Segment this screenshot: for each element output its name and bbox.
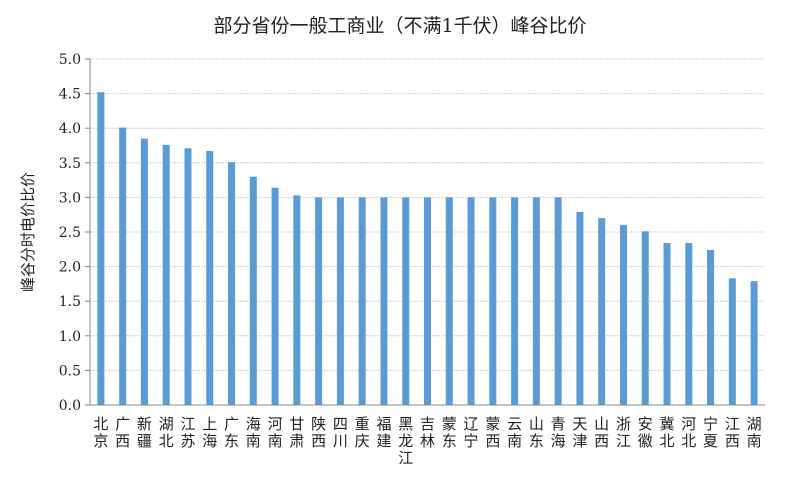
x-tick-label: 江西 bbox=[725, 415, 740, 450]
bar bbox=[750, 281, 758, 405]
chart-title: 部分省份一般工商业（不满1千伏）峰谷比价 bbox=[213, 15, 586, 37]
x-tick-label: 辽宁 bbox=[464, 415, 479, 450]
bar bbox=[402, 197, 410, 405]
bar bbox=[554, 197, 562, 405]
y-tick-label: 3.5 bbox=[59, 156, 81, 172]
x-tick-label: 宁夏 bbox=[703, 415, 718, 450]
x-tick-label: 广东 bbox=[224, 415, 239, 450]
x-tick-label: 陕西 bbox=[311, 415, 326, 450]
x-tick-label: 新疆 bbox=[137, 415, 152, 450]
x-tick-label: 福建 bbox=[376, 415, 391, 450]
y-tick-label: 4.0 bbox=[59, 121, 81, 137]
x-tick-label: 北京 bbox=[93, 415, 108, 450]
x-tick-label: 云南 bbox=[507, 415, 522, 450]
bar bbox=[663, 243, 671, 405]
y-tick-label: 3.0 bbox=[59, 190, 81, 206]
x-tick-label: 重庆 bbox=[355, 415, 370, 450]
bar bbox=[511, 197, 519, 405]
x-tick-label: 蒙西 bbox=[485, 415, 500, 450]
bar bbox=[184, 148, 192, 405]
x-tick-label: 山东 bbox=[529, 415, 544, 450]
x-tick-label: 吉林 bbox=[420, 415, 435, 450]
bar bbox=[598, 218, 606, 405]
x-tick-label: 黑龙江 bbox=[398, 415, 413, 467]
y-tick-label: 1.5 bbox=[59, 294, 81, 310]
x-tick-label: 浙江 bbox=[616, 415, 631, 450]
bar bbox=[97, 92, 105, 405]
bar bbox=[119, 127, 127, 406]
bar bbox=[140, 138, 148, 405]
bar bbox=[641, 231, 649, 405]
bar bbox=[228, 162, 236, 405]
bar bbox=[707, 249, 715, 405]
x-tick-label: 海南 bbox=[246, 415, 261, 450]
bar bbox=[467, 197, 475, 405]
y-tick-label: 2.5 bbox=[59, 225, 81, 241]
x-tick-label: 湖北 bbox=[159, 415, 174, 450]
y-tick-label: 0.5 bbox=[59, 363, 81, 379]
bar bbox=[336, 197, 344, 405]
x-tick-label: 山西 bbox=[594, 415, 609, 450]
x-tick-label: 冀北 bbox=[660, 415, 675, 450]
bar bbox=[315, 197, 323, 405]
y-tick-label: 2.0 bbox=[59, 260, 81, 276]
x-tick-label: 湖南 bbox=[747, 415, 762, 450]
y-tick-label: 0.0 bbox=[59, 398, 81, 414]
x-tick-label: 四川 bbox=[333, 415, 348, 450]
y-axis-label: 峰谷分时电价比价 bbox=[19, 172, 37, 292]
bar bbox=[380, 197, 388, 405]
bar bbox=[685, 243, 693, 405]
x-tick-label: 安徽 bbox=[638, 415, 653, 450]
bar bbox=[619, 225, 627, 405]
bar bbox=[358, 197, 366, 405]
bar bbox=[162, 144, 170, 406]
bar bbox=[206, 151, 214, 405]
x-tick-label: 甘肃 bbox=[289, 415, 304, 450]
bar bbox=[249, 176, 257, 405]
x-tick-label: 江苏 bbox=[180, 415, 195, 450]
bar bbox=[489, 197, 497, 405]
bar bbox=[271, 187, 279, 405]
x-tick-label: 河北 bbox=[681, 415, 696, 450]
x-tick-label: 广西 bbox=[115, 415, 130, 450]
y-tick-label: 4.5 bbox=[59, 87, 81, 103]
bar bbox=[445, 197, 453, 405]
bar bbox=[532, 197, 540, 405]
bar bbox=[728, 278, 736, 405]
bar bbox=[293, 195, 301, 405]
bar bbox=[576, 211, 584, 405]
y-tick-label: 1.0 bbox=[59, 329, 81, 345]
bar bbox=[424, 197, 431, 405]
x-tick-label: 青海 bbox=[551, 415, 566, 450]
x-tick-label: 河南 bbox=[268, 415, 283, 450]
x-tick-label: 蒙东 bbox=[442, 415, 457, 450]
x-tick-label: 上海 bbox=[202, 415, 217, 450]
y-tick-label: 5.0 bbox=[59, 52, 81, 68]
x-tick-label: 天津 bbox=[572, 415, 587, 450]
